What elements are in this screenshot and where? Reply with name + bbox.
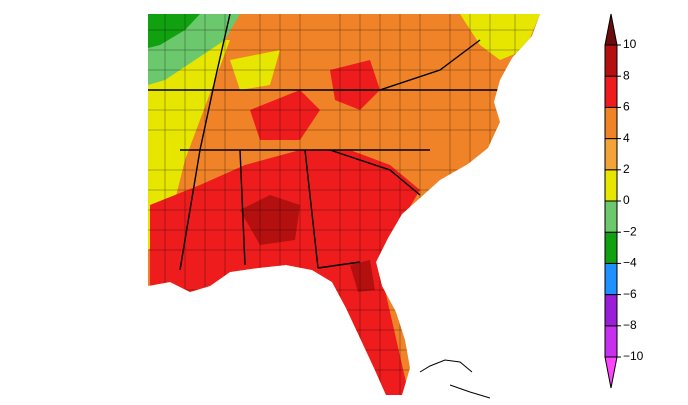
colorbar-tick-label: −6 <box>623 287 637 301</box>
colorbar-tick-label: 4 <box>623 131 630 145</box>
colorbar-segment <box>604 75 618 108</box>
colorbar-tick-label: 2 <box>623 162 630 176</box>
colorbar-tick-label: −2 <box>623 224 637 238</box>
colorbar-segment <box>604 294 618 327</box>
colorbar-tick-label: 6 <box>623 100 630 114</box>
islands <box>419 359 491 399</box>
colorbar-tick-label: 0 <box>623 193 630 207</box>
region-yellow-ne <box>460 14 540 60</box>
region-dark-red <box>240 195 300 245</box>
colorbar-extend-high <box>604 13 618 46</box>
region-dark-red-2 <box>350 260 375 292</box>
county-lines <box>148 14 540 395</box>
region-green-dark <box>148 14 200 48</box>
colorbar-tick-label: 8 <box>623 68 630 82</box>
colorbar-tick-label: −10 <box>623 349 644 363</box>
colorbar-segment <box>604 138 618 171</box>
colorbar-extend-low <box>604 356 618 389</box>
colorbar-tick-label: −8 <box>623 318 637 332</box>
colorbar-segment <box>604 169 618 202</box>
colorbar-segment <box>604 325 618 358</box>
colorbar-segment <box>604 262 618 296</box>
region-red-ne <box>330 60 380 110</box>
map <box>148 14 540 395</box>
region-red-n <box>250 90 320 140</box>
region-yellow <box>148 40 230 250</box>
colorbar-tick-label: −4 <box>623 256 637 270</box>
colorbar-segment <box>604 200 618 233</box>
colorbar-segment <box>604 106 618 140</box>
colorbar-segment <box>604 44 618 77</box>
colorbar: −10 −8 −6 −4 −2 0 2 4 6 8 10 <box>604 13 644 389</box>
colorbar-tick-label: 10 <box>623 37 637 51</box>
colorbar-segment <box>604 231 618 264</box>
